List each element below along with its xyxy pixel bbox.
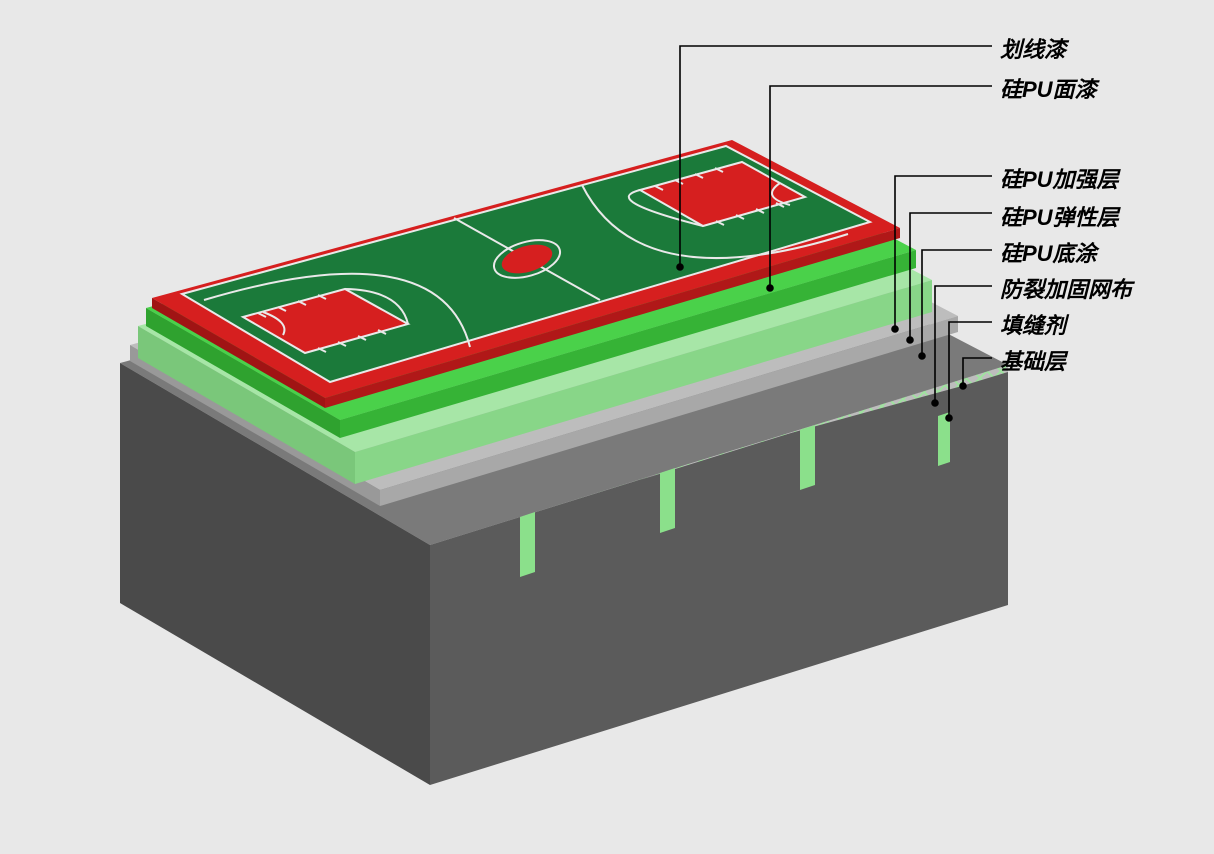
label-filler: 填缝剂: [1000, 308, 1066, 340]
label-base: 基础层: [1000, 344, 1066, 376]
label-reinforce: 硅PU加强层: [1000, 162, 1119, 194]
label-mesh: 防裂加固网布: [1000, 272, 1132, 304]
label-topcoat: 硅PU面漆: [1000, 72, 1097, 104]
label-elastic: 硅PU弹性层: [1000, 200, 1119, 232]
layers-svg: [0, 0, 1214, 854]
label-primer: 硅PU底涂: [1000, 236, 1097, 268]
label-line-paint: 划线漆: [1000, 32, 1066, 64]
diagram-canvas: 划线漆 硅PU面漆 硅PU加强层 硅PU弹性层 硅PU底涂 防裂加固网布 填缝剂…: [0, 0, 1214, 854]
